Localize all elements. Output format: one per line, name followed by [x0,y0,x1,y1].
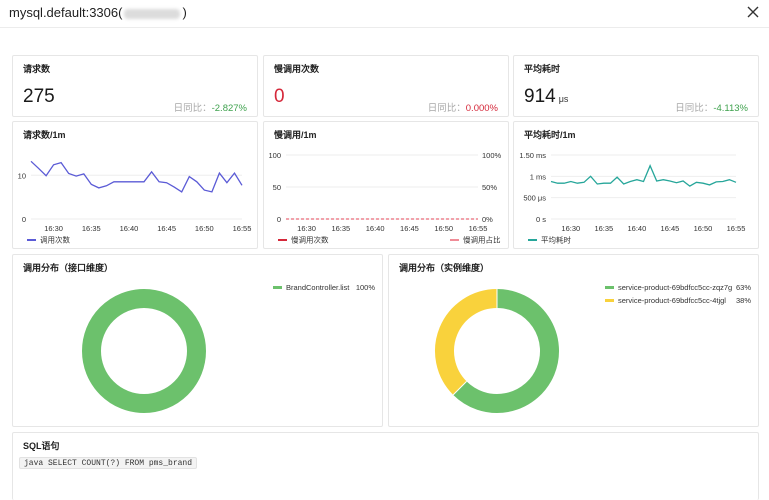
legend-label: service-product-69bdfcc5cc-zqz7g [618,283,732,292]
x-tick-label: 16:55 [233,224,252,233]
y-tick-label: 1.50 ms [519,151,546,160]
series-line [550,164,737,187]
donut-slice [453,289,559,413]
chart-card-requests: 请求数/1m 0 10 16:30 16:35 16:40 16:45 16:50 16:55… [12,121,258,249]
stat-card-avg-latency: 平均耗时 914 μs 日同比：-4.113% [513,55,759,117]
donut-separator [452,381,467,396]
stat-title: 平均耗时 [524,64,561,74]
latency-line-chart: 0 s 500 μs 1 ms 1.50 ms 16:30 16:35 16:40 16:45… [519,151,746,245]
legend-label: BrandController.list [286,283,350,292]
x-tick-label: 16:40 [120,224,139,233]
x-tick-label: 16:45 [661,224,680,233]
stat-value: 914 μs [524,86,568,108]
chart-title: 平均耗时/1m [524,130,576,140]
sql-title: SQL语句 [23,441,60,451]
y-right-tick-label: 100% [482,151,502,160]
y-tick-label: 500 μs [523,194,546,203]
window-title-suffix: ) [182,5,187,20]
window-title: mysql.default:3306() [9,5,187,20]
stat-compare: 日同比：-4.113% [675,100,748,114]
stat-value: 0 [274,86,285,108]
stat-title: 请求数 [23,64,51,74]
compare-value: -4.113% [713,103,748,114]
x-tick-label: 16:30 [561,224,580,233]
x-tick-label: 16:35 [82,224,101,233]
compare-label: 日同比： [427,103,466,114]
window-title-prefix: mysql.default:3306( [9,5,123,20]
stat-card-slow-calls: 慢调用次数 0 日同比：0.000% [263,55,509,117]
compare-label: 日同比： [173,103,212,114]
stat-number: 0 [274,86,285,107]
chart-title: 慢调用/1m [274,130,317,140]
stat-unit: μs [558,94,569,104]
stat-compare: 日同比：-2.827% [174,100,247,114]
chart-title: 调用分布（实例维度） [399,263,490,273]
x-tick-label: 16:55 [727,224,746,233]
legend-swatch [273,286,282,289]
compare-value: -2.827% [211,103,247,114]
stat-compare: 日同比：0.000% [428,100,498,114]
legend-swatch [450,239,459,241]
x-tick-label: 16:50 [434,224,453,233]
legend-swatch [278,239,287,241]
x-tick-label: 16:35 [594,224,613,233]
x-tick-label: 16:55 [469,224,488,233]
y-right-tick-label: 50% [482,183,497,192]
stat-number: 914 [524,86,556,107]
legend-label: 调用次数 [40,235,70,245]
interface-donut-chart: BrandController.list 100% [82,283,376,413]
donut-slice [435,289,498,395]
y-tick-label: 0 s [536,215,546,224]
instance-donut-chart: service-product-69bdfcc5cc-zqz7g 63% servi… [435,283,751,413]
x-tick-label: 16:30 [44,224,63,233]
series-line [30,160,243,193]
legend-value: 63% [736,283,751,292]
legend-swatch [605,299,614,302]
legend-value: 100% [356,283,376,292]
x-tick-label: 16:35 [331,224,350,233]
legend-swatch [528,239,537,241]
stat-title: 慢调用次数 [274,64,320,74]
compare-value: 0.000% [465,103,498,114]
redacted-text [124,8,181,19]
y-tick-label: 0 [22,215,26,224]
chart-card-latency: 平均耗时/1m 0 s 500 μs 1 ms 1.50 ms 16:30 16:35 16… [513,121,759,249]
chart-title: 请求数/1m [23,130,66,140]
y-right-tick-label: 0% [482,215,493,224]
legend-swatch [605,286,614,289]
close-icon[interactable] [745,4,761,20]
legend-label: 平均耗时 [541,235,571,245]
legend-label: 慢调用次数 [291,235,329,245]
y-tick-label: 100 [268,151,281,160]
y-tick-label: 0 [277,215,281,224]
x-tick-label: 16:50 [195,224,214,233]
legend-label: service-product-69bdfcc5cc-4tjgl [618,296,726,305]
x-tick-label: 16:40 [366,224,385,233]
y-tick-label: 10 [18,171,26,180]
legend-value: 38% [736,296,751,305]
requests-line-chart: 0 10 16:30 16:35 16:40 16:45 16:50 16:55 调用次数 [18,160,252,245]
x-tick-label: 16:45 [400,224,419,233]
chart-card-dist-interface: 调用分布（接口维度） BrandController.list 100% [12,254,383,427]
x-tick-label: 16:50 [694,224,713,233]
sql-code: java SELECT COUNT(?) FROM pms_brand [19,457,198,469]
window-titlebar: mysql.default:3306() [0,0,769,28]
stat-value: 275 [23,86,55,108]
x-tick-label: 16:30 [297,224,316,233]
x-tick-label: 16:40 [628,224,647,233]
chart-card-dist-instance: 调用分布（实例维度） service-product-69bdfcc5cc-zq… [388,254,759,427]
compare-label: 日同比： [675,103,714,114]
y-tick-label: 50 [273,183,281,192]
slow-calls-line-chart: 0 50 100 0% 50% 100% 16:30 16:35 16:40 16:45 16:50… [268,151,502,245]
stat-number: 275 [23,86,55,107]
legend-swatch [27,239,36,241]
y-tick-label: 1 ms [530,172,547,181]
x-tick-label: 16:45 [157,224,176,233]
legend-label: 慢调用占比 [463,235,501,245]
chart-title: 调用分布（接口维度） [23,263,114,273]
chart-card-slow: 慢调用/1m 0 50 100 0% 50% 100% 16:30 16:35 16:40 16:… [263,121,509,249]
stat-card-requests: 请求数 275 日同比：-2.827% [12,55,258,117]
donut-slice [82,289,206,413]
